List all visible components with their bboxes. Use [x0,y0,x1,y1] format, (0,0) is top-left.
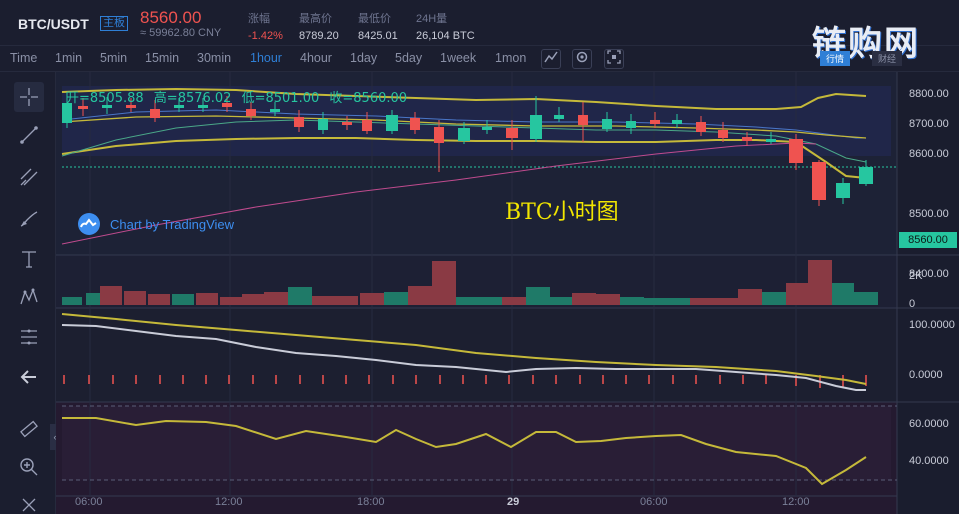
ohlc-open: 开=8505.88 [66,91,144,106]
parallel-lines-icon[interactable] [14,162,44,192]
brush-icon[interactable] [14,204,44,234]
crosshair-icon[interactable] [14,82,44,112]
tf-15min[interactable]: 15min [145,51,180,65]
time-label: 06:00 [75,496,103,508]
price-axis[interactable]: 8800.00 8700.00 8600.00 8500.00 8300.00 … [897,72,959,514]
volume-bars [62,260,878,305]
time-label: 12:00 [782,496,810,508]
chart-annotation: BTC小时图 [505,200,619,225]
time-label: 12:00 [215,496,243,508]
remove-icon[interactable] [14,488,44,514]
ind1-axis-100: 100.0000 [909,319,955,331]
watermark-label: Chart by TradingView [110,216,235,232]
stat-change: 涨幅 -1.42% [248,13,283,42]
ohlc-high: 高=8576.02 [153,91,232,106]
chart-type-icon[interactable] [541,49,561,69]
ind1-axis-0: 0.0000 [909,369,943,381]
tf-1day[interactable]: 1day [350,51,378,65]
ind2-axis-60: 60.0000 [909,418,949,430]
zoom-icon[interactable] [14,452,44,482]
tf-time[interactable]: Time [10,51,38,65]
fib-icon[interactable] [14,322,44,352]
cloud-icon [78,213,100,235]
ohlc-close: 收=8560.00 [329,91,408,106]
volume-axis-2k: 2K [909,270,923,282]
timeframe-toolbar: Time 1min 5min 15min 30min 1hour 4hour 1… [0,46,959,72]
ind1-ticks [63,375,867,388]
last-price: 8560.00 [140,8,202,27]
last-price-tag: 8560.00 [899,232,957,248]
tf-5min[interactable]: 5min [100,51,128,65]
time-label: 18:00 [357,496,385,508]
time-label-date: 29 [507,496,520,508]
tf-4hour[interactable]: 4hour [300,51,332,65]
ind2-axis-40: 40.0000 [909,455,949,467]
tf-1week[interactable]: 1week [440,51,477,65]
back-arrow-icon[interactable] [14,362,44,392]
ohlc-low: 低=8501.00 [241,91,320,106]
time-label: 06:00 [640,496,668,508]
ohlc-legend: 开=8505.88 高=8576.02 低=8501.00 收=8560.00 [66,87,413,106]
screenshot-icon[interactable] [604,49,624,69]
volume-axis-0: 0 [909,298,916,310]
ruler-icon[interactable] [14,414,44,444]
site-logo: 链购网 行情 财经 [812,24,920,66]
collapse-toolbar-button[interactable]: ‹ [50,424,60,450]
price-chart[interactable] [56,72,959,514]
pair-name[interactable]: BTC/USDT [18,16,89,32]
drawing-toolbar [0,72,56,514]
cny-price: ≈ 59962.80 CNY [140,27,222,39]
stat-high: 最高价 8789.20 [299,13,339,42]
candles [62,92,873,206]
tf-5day[interactable]: 5day [395,51,423,65]
tf-1min[interactable]: 1min [55,51,83,65]
trend-line-icon[interactable] [14,120,44,150]
settings-icon[interactable] [572,49,592,69]
stat-volume: 24H量 26,104 BTC [416,13,475,42]
logo-market-button[interactable]: 行情 [820,51,851,66]
tradingview-watermark[interactable]: Chart by TradingView [76,212,234,236]
tf-1hour[interactable]: 1hour [250,51,282,65]
stat-low: 最低价 8425.01 [358,13,398,42]
logo-news-button[interactable]: 财经 [872,51,903,66]
board-badge: 主板 [100,16,128,31]
text-tool-icon[interactable] [14,244,44,274]
tf-1mon[interactable]: 1mon [495,51,527,65]
tf-30min[interactable]: 30min [197,51,232,65]
market-header: BTC/USDT 主板 8560.00 ≈ 59962.80 CNY 涨幅 -1… [0,0,959,46]
pattern-icon[interactable] [14,282,44,312]
